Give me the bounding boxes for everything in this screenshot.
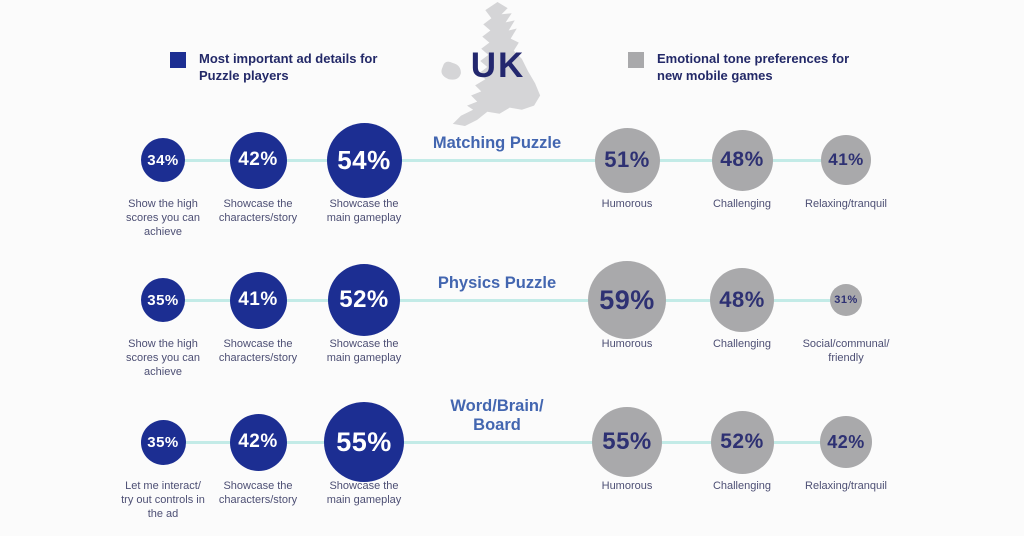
bubble-label: Social/communal/ friendly xyxy=(802,338,890,364)
percentage-circle: 42% xyxy=(820,416,872,468)
bubble-label: Showcase the characters/story xyxy=(218,198,298,224)
legend-ad-details: Most important ad details for Puzzle pla… xyxy=(170,50,424,84)
percentage-circle: 41% xyxy=(229,271,287,329)
percentage-circle: 52% xyxy=(328,264,400,336)
bubble-label: Showcase the main gameplay xyxy=(326,480,402,506)
bubble-label: Showcase the main gameplay xyxy=(326,198,402,224)
percentage-circle: 34% xyxy=(141,138,185,182)
bubble-label: Show the high scores you can achieve xyxy=(126,198,200,238)
row-title: Matching Puzzle xyxy=(432,134,562,152)
percentage-circle: 55% xyxy=(592,407,662,477)
percentage-circle: 55% xyxy=(324,402,404,482)
percentage-circle: 42% xyxy=(229,131,287,189)
uk-header: UK xyxy=(433,0,563,128)
bubble-label: Showcase the characters/story xyxy=(218,480,298,506)
legend-ad-details-label: Most important ad details for Puzzle pla… xyxy=(199,51,378,83)
row-title: Physics Puzzle xyxy=(437,274,557,292)
connector-line xyxy=(163,299,848,302)
bubble-label: Show the high scores you can achieve xyxy=(126,338,200,378)
country-title: UK xyxy=(470,46,526,85)
bubble-label: Showcase the main gameplay xyxy=(326,338,402,364)
legend-emotional-tone: Emotional tone preferences for new mobil… xyxy=(628,50,882,84)
percentage-circle: 35% xyxy=(140,419,186,465)
gray-legend-swatch xyxy=(628,52,644,68)
bubble-label: Humorous xyxy=(601,198,653,210)
percentage-circle: 41% xyxy=(821,135,871,185)
bubble-label: Challenging xyxy=(712,198,772,210)
blue-legend-swatch xyxy=(170,52,186,68)
bubble-label: Humorous xyxy=(601,338,653,350)
connector-line xyxy=(163,441,848,444)
bubble-label: Relaxing/tranquil xyxy=(805,480,887,492)
bubble-label: Let me interact/ try out controls in the… xyxy=(121,480,205,520)
percentage-circle: 48% xyxy=(711,129,773,191)
percentage-circle: 54% xyxy=(326,122,402,198)
percentage-circle: 51% xyxy=(594,127,660,193)
bubble-label: Challenging xyxy=(712,480,772,492)
row-title: Word/Brain/ Board xyxy=(450,397,544,434)
percentage-circle: 52% xyxy=(710,410,774,474)
percentage-circle: 35% xyxy=(141,278,185,322)
connector-line xyxy=(163,159,848,162)
percentage-circle: 42% xyxy=(229,413,287,471)
bubble-label: Showcase the characters/story xyxy=(218,338,298,364)
percentage-circle: 48% xyxy=(710,268,774,332)
bubble-label: Relaxing/tranquil xyxy=(805,198,887,210)
legend-emotional-tone-label: Emotional tone preferences for new mobil… xyxy=(657,51,850,83)
uk-map-icon xyxy=(441,2,541,126)
bubble-label: Challenging xyxy=(712,338,772,350)
percentage-circle: 31% xyxy=(830,284,862,316)
bubble-label: Humorous xyxy=(601,480,653,492)
percentage-circle: 59% xyxy=(588,261,666,339)
